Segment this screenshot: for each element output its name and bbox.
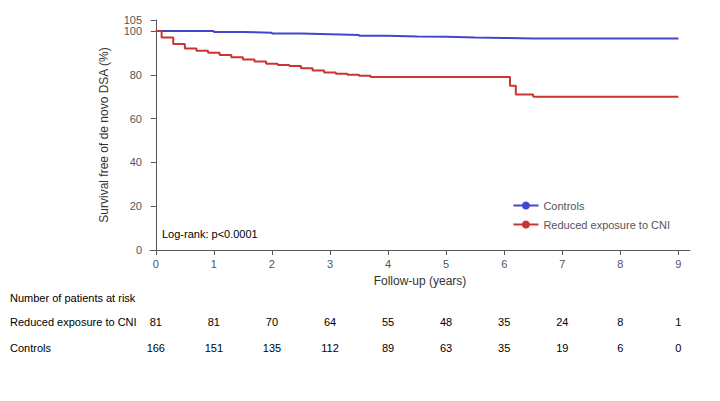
svg-text:100: 100: [124, 25, 142, 37]
svg-text:105: 105: [124, 14, 142, 26]
svg-text:0: 0: [153, 258, 159, 270]
svg-text:6: 6: [501, 258, 507, 270]
svg-text:48: 48: [440, 316, 452, 328]
svg-text:64: 64: [324, 316, 336, 328]
svg-text:89: 89: [382, 342, 394, 354]
svg-text:6: 6: [617, 342, 623, 354]
svg-text:40: 40: [130, 156, 142, 168]
svg-text:35: 35: [498, 342, 510, 354]
svg-text:4: 4: [385, 258, 391, 270]
svg-text:24: 24: [556, 316, 568, 328]
svg-text:Log-rank: p<0.0001: Log-rank: p<0.0001: [162, 228, 258, 240]
svg-text:60: 60: [130, 113, 142, 125]
svg-text:1: 1: [675, 316, 681, 328]
svg-text:80: 80: [130, 69, 142, 81]
svg-text:Survival free of de novo DSA (: Survival free of de novo DSA (%): [97, 47, 111, 222]
svg-text:7: 7: [559, 258, 565, 270]
svg-text:0: 0: [675, 342, 681, 354]
svg-text:9: 9: [675, 258, 681, 270]
svg-text:2: 2: [269, 258, 275, 270]
svg-text:8: 8: [617, 316, 623, 328]
svg-text:166: 166: [147, 342, 165, 354]
svg-text:35: 35: [498, 316, 510, 328]
svg-text:Follow-up (years): Follow-up (years): [374, 274, 467, 288]
svg-text:Controls: Controls: [543, 200, 584, 212]
svg-text:20: 20: [130, 200, 142, 212]
svg-text:8: 8: [617, 258, 623, 270]
svg-text:81: 81: [150, 316, 162, 328]
svg-text:5: 5: [443, 258, 449, 270]
svg-text:Reduced exposure to CNI: Reduced exposure to CNI: [543, 219, 670, 231]
svg-text:81: 81: [208, 316, 220, 328]
svg-text:3: 3: [327, 258, 333, 270]
svg-text:Number of patients at risk: Number of patients at risk: [10, 292, 136, 304]
svg-text:Controls: Controls: [10, 342, 51, 354]
svg-text:19: 19: [556, 342, 568, 354]
svg-text:0: 0: [136, 244, 142, 256]
svg-text:151: 151: [205, 342, 223, 354]
svg-text:112: 112: [321, 342, 339, 354]
svg-text:135: 135: [263, 342, 281, 354]
svg-text:55: 55: [382, 316, 394, 328]
svg-text:63: 63: [440, 342, 452, 354]
svg-text:Reduced exposure to CNI: Reduced exposure to CNI: [10, 316, 137, 328]
svg-text:1: 1: [211, 258, 217, 270]
svg-text:70: 70: [266, 316, 278, 328]
